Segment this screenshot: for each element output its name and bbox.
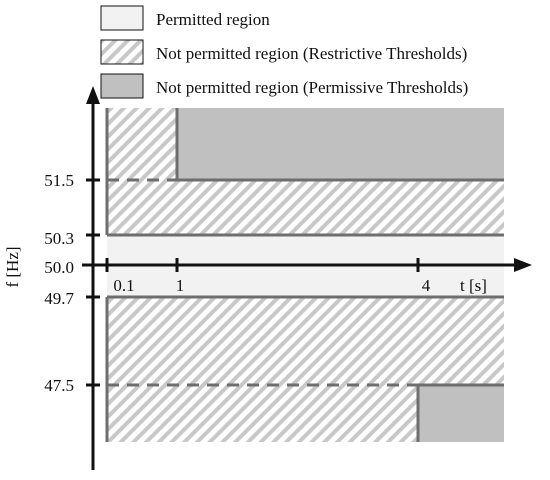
x-tick-label: 1: [176, 276, 185, 295]
boundary-lines: [105, 108, 504, 442]
x-tick-labels: 0.1 1 4: [113, 276, 430, 295]
y-tick-label: 50.0: [44, 258, 74, 277]
legend-label-permissive: Not permitted region (Permissive Thresho…: [156, 78, 468, 97]
legend-label-restrictive: Not permitted region (Restrictive Thresh…: [156, 44, 467, 63]
legend-swatch-restrictive: [100, 39, 144, 65]
y-tick-label: 47.5: [44, 376, 74, 395]
y-tick-label: 51.5: [44, 171, 74, 190]
regions: [107, 108, 504, 442]
legend-swatch-permitted: [100, 5, 144, 31]
y-tick-label: 49.7: [44, 289, 74, 308]
legend-swatch-permissive: [100, 73, 144, 99]
x-axis-arrow-icon: [514, 258, 532, 272]
x-ticks: [105, 258, 420, 272]
axes: [82, 86, 532, 470]
x-axis-label: t [s]: [460, 276, 487, 295]
legend-label-permitted: Permitted region: [156, 10, 270, 29]
legend: Permitted region Not permitted region (R…: [100, 5, 468, 99]
y-ticks: [86, 178, 100, 387]
x-tick-label: 4: [422, 276, 431, 295]
y-axis-arrow-icon: [86, 86, 100, 104]
y-tick-label: 50.3: [44, 229, 74, 248]
x-tick-label: 0.1: [113, 276, 134, 295]
lower-permissive-region: [418, 385, 504, 442]
upper-permissive-region: [177, 108, 504, 180]
y-tick-labels: 51.5 50.3 50.0 49.7 47.5: [44, 171, 74, 395]
y-axis-label: f [Hz]: [3, 246, 22, 287]
